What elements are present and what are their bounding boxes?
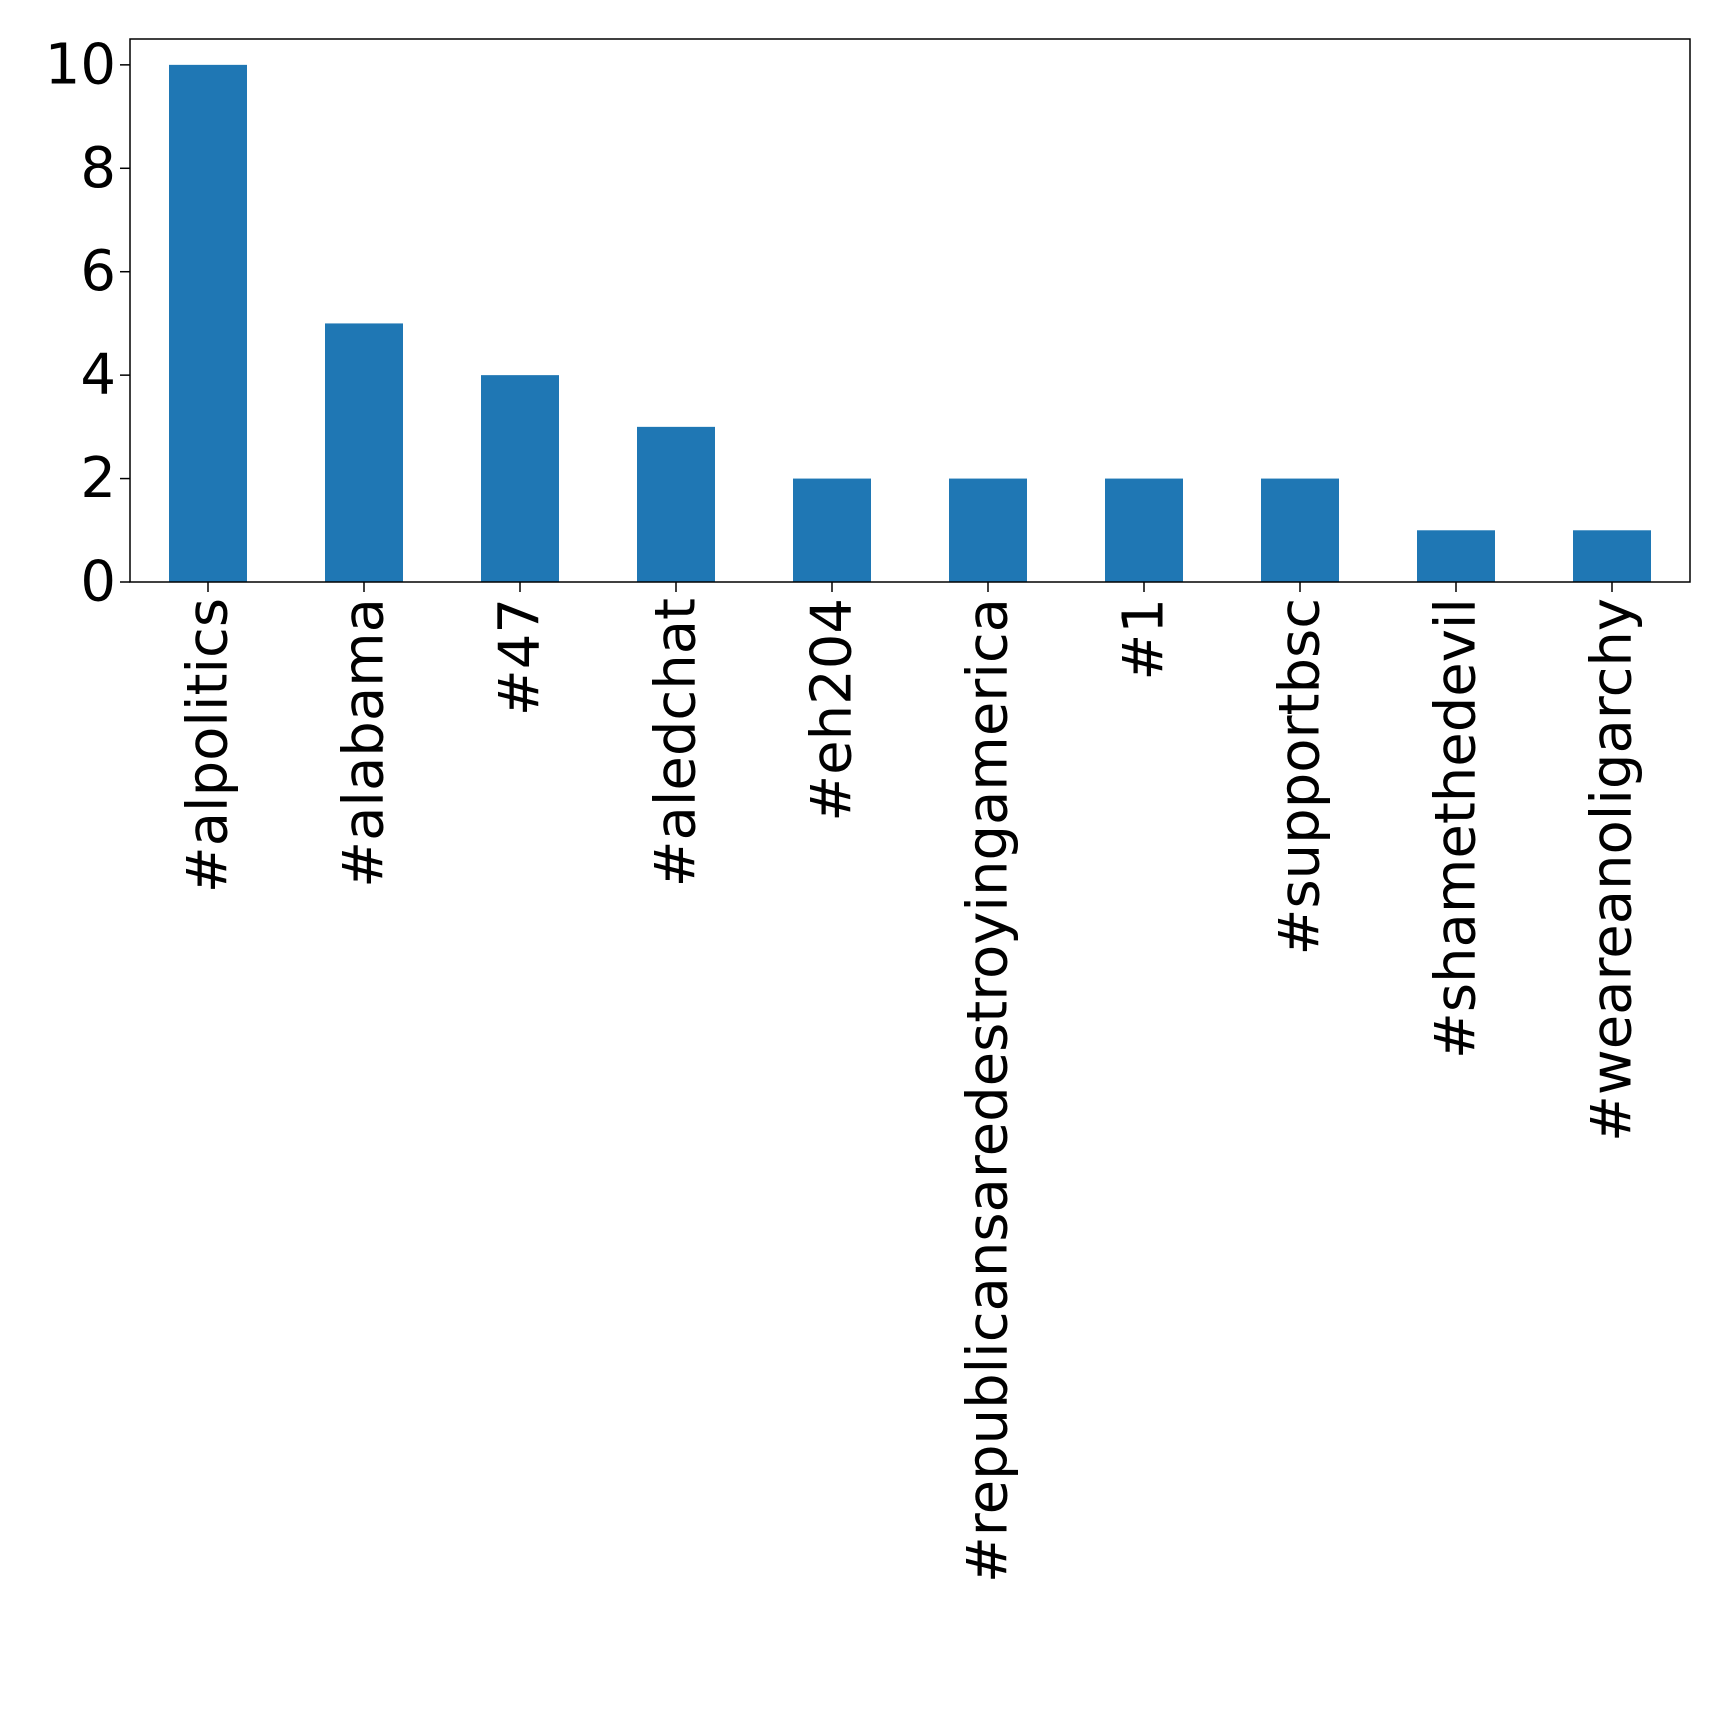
bar-9 <box>1573 530 1651 582</box>
x-tick-label-2: #47 <box>488 598 553 716</box>
bar-6 <box>1105 478 1183 582</box>
bar-4 <box>793 478 871 582</box>
bar-5 <box>949 478 1027 582</box>
plot-frame <box>129 38 1691 583</box>
x-tick-label-0: #alpolitics <box>176 598 241 893</box>
y-axis: 0 2 4 6 8 10 <box>45 32 130 615</box>
y-tick-label-5: 10 <box>45 32 116 97</box>
x-tick-label-5: #republicansaredestroyingamerica <box>956 598 1021 1583</box>
x-tick-label-1: #alabama <box>332 598 397 888</box>
x-tick-label-4: #eh204 <box>800 598 865 822</box>
bar-0 <box>169 64 247 583</box>
y-tick-label-4: 8 <box>80 136 116 201</box>
y-tick-label-1: 2 <box>80 446 116 511</box>
y-tick-label-2: 4 <box>80 343 116 408</box>
bar-2 <box>481 375 559 582</box>
x-tick-label-9: #weareanoligarchy <box>1580 598 1645 1142</box>
x-tick-label-7: #supportbsc <box>1268 598 1333 955</box>
bar-8 <box>1417 530 1495 582</box>
bars-group <box>169 64 1651 583</box>
y-tick-label-3: 6 <box>80 239 116 304</box>
bar-3 <box>637 426 715 582</box>
bar-7 <box>1261 478 1339 582</box>
x-axis: #alpolitics #alabama #47 #aledchat #eh204 #re… <box>176 582 1645 1583</box>
bar-1 <box>325 323 403 582</box>
x-tick-label-8: #shamethedevil <box>1424 598 1489 1059</box>
x-tick-label-6: #1 <box>1112 598 1177 681</box>
x-tick-label-3: #aledchat <box>644 598 709 887</box>
y-tick-label-0: 0 <box>80 550 116 615</box>
